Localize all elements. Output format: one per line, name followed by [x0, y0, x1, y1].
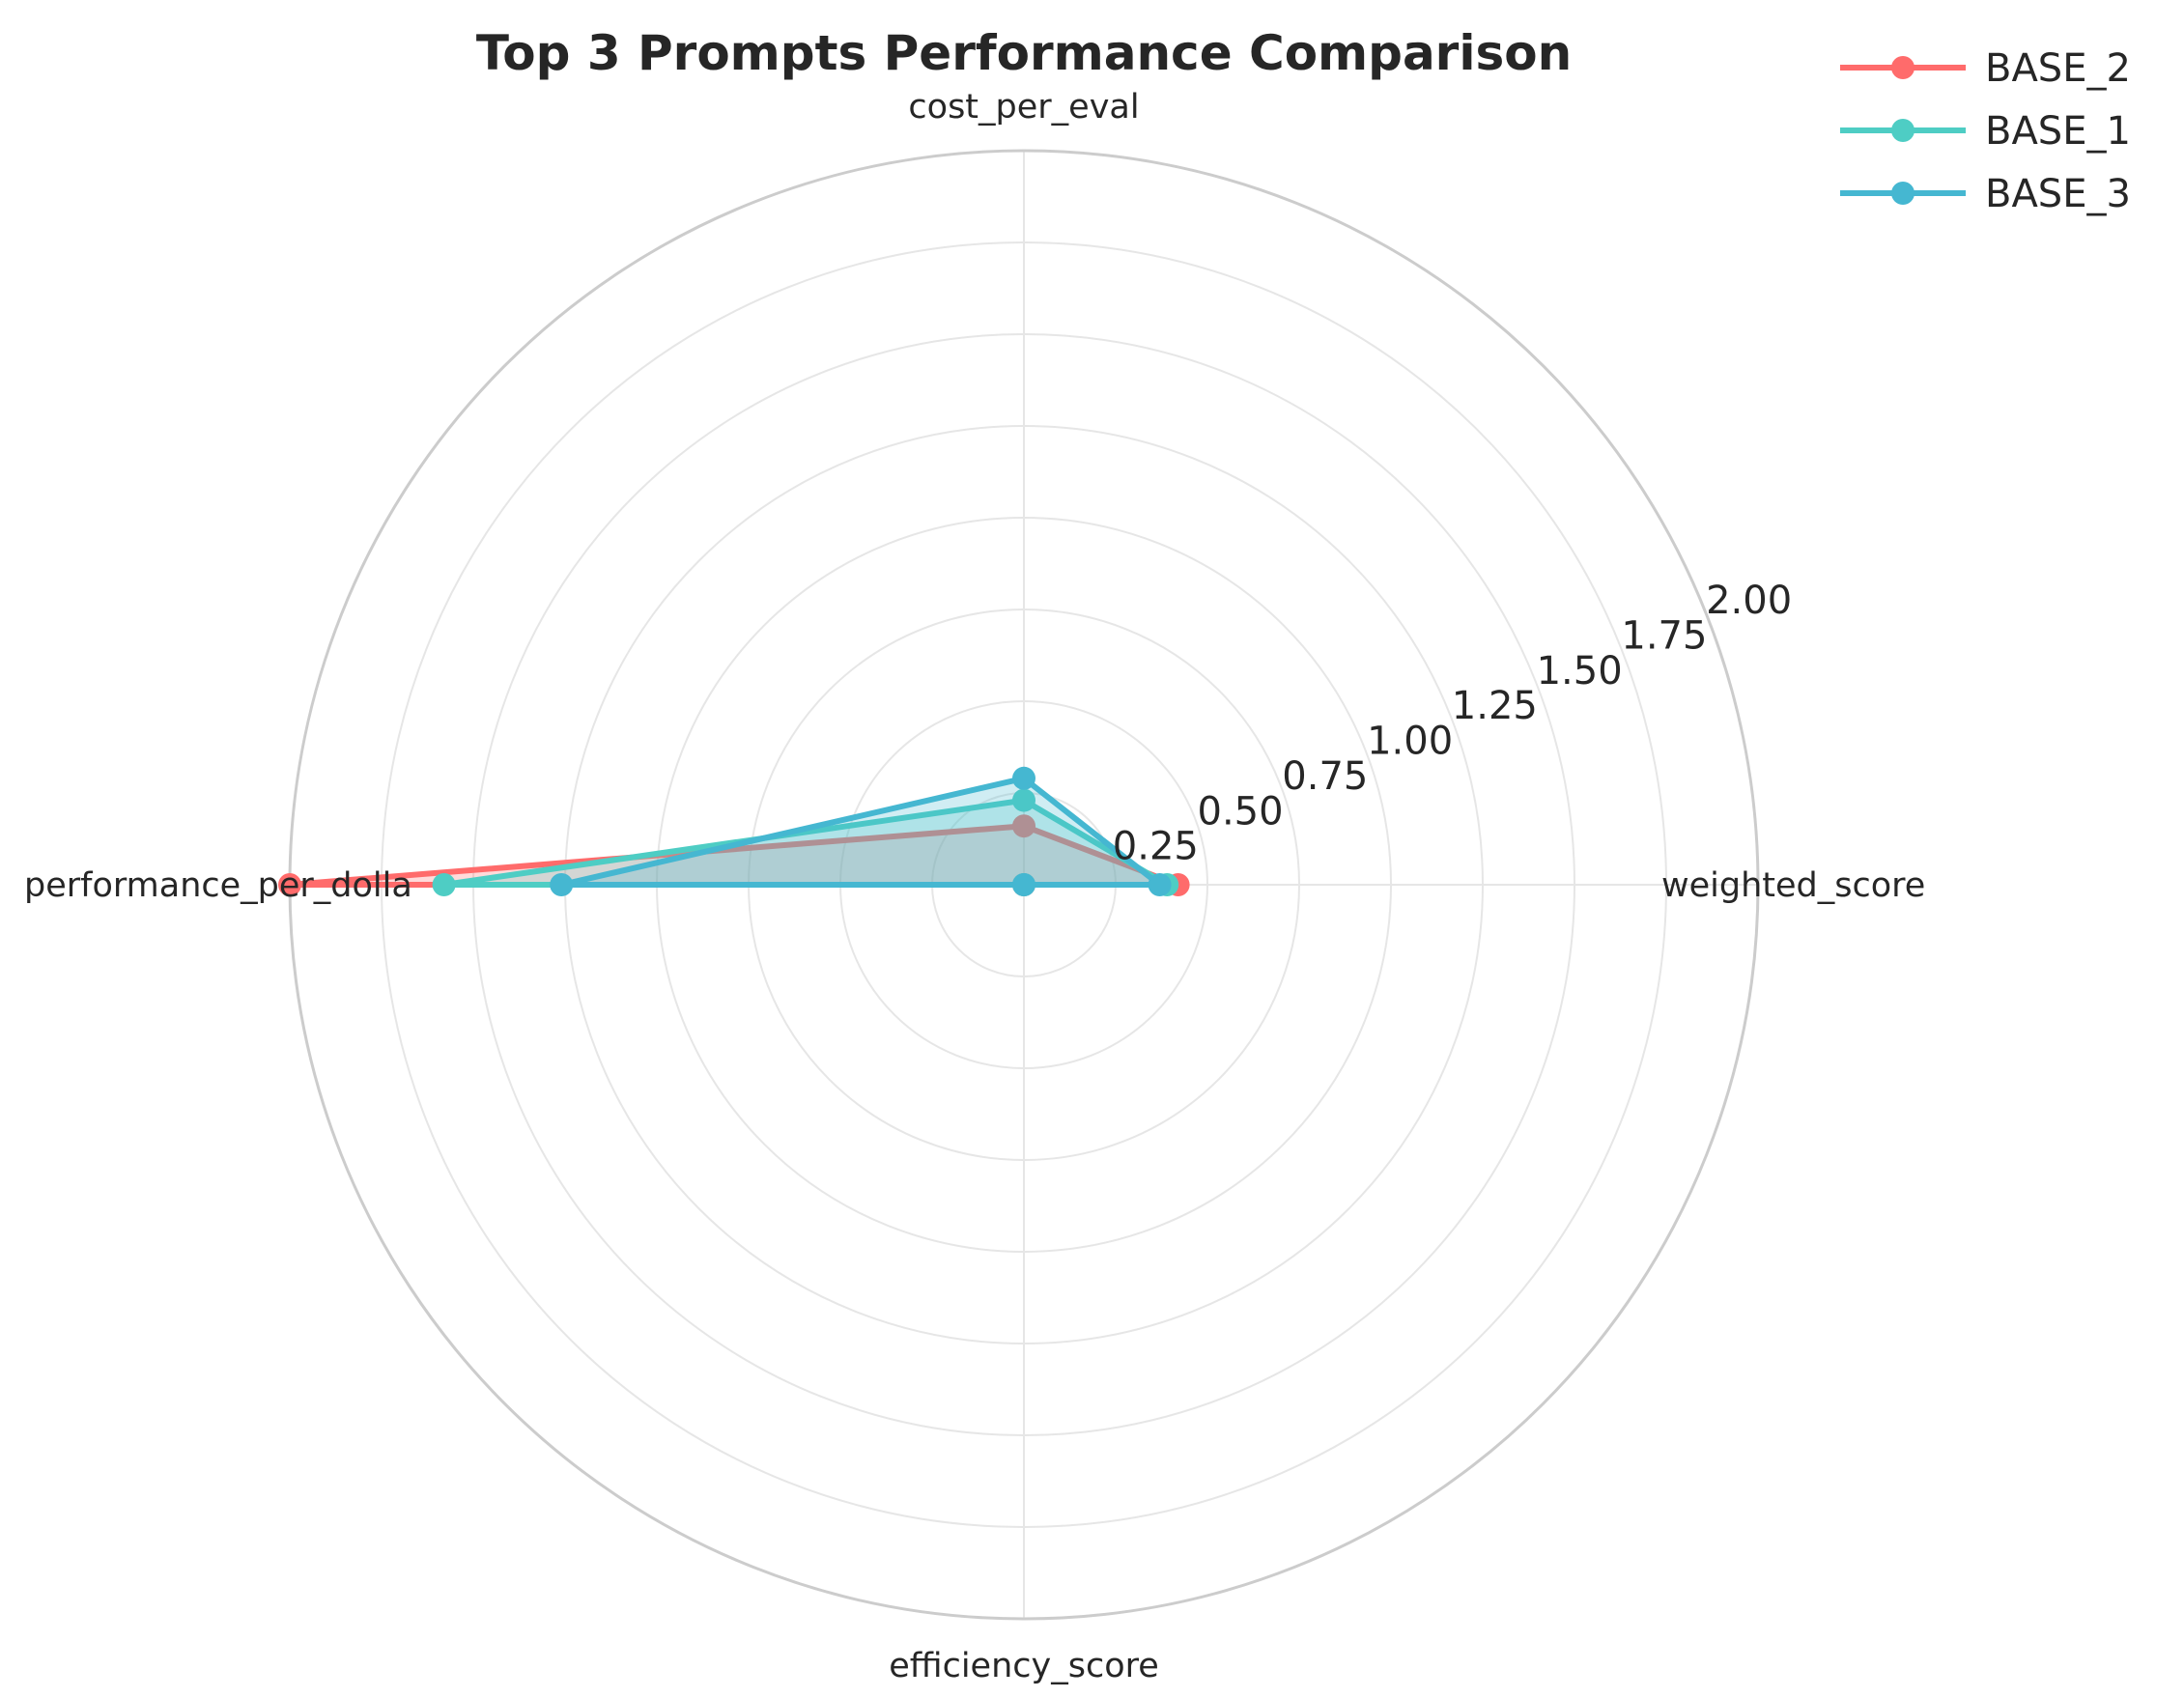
tick-label: 0.75: [1282, 754, 1368, 799]
series-layer: [278, 766, 1190, 896]
tick-label: 0.50: [1198, 789, 1284, 834]
data-point: [1012, 788, 1035, 812]
legend-marker: [1891, 56, 1915, 79]
legend-label: BASE_3: [1985, 172, 2131, 216]
data-point: [1012, 766, 1035, 790]
axis-label: efficiency_score: [889, 1647, 1159, 1685]
data-point: [550, 873, 574, 896]
axis-labels: weighted_score cost_per_eval performance_p…: [24, 88, 1925, 1685]
data-point: [1148, 873, 1172, 896]
data-point: [1012, 873, 1035, 896]
legend-marker: [1891, 119, 1915, 142]
legend-label: BASE_2: [1985, 46, 2131, 91]
series-fill: [290, 826, 1178, 885]
axis-label: weighted_score: [1661, 866, 1925, 905]
radial-tick-labels: 0.250.500.751.001.251.501.752.00: [1113, 579, 1792, 868]
tick-label: 2.00: [1706, 579, 1792, 623]
series-fill: [443, 800, 1168, 885]
tick-label: 0.25: [1113, 825, 1199, 869]
tick-label: 1.50: [1537, 649, 1623, 693]
series-fill: [561, 778, 1160, 885]
legend: BASE_2 BASE_1 BASE_3: [1840, 46, 2131, 216]
data-point: [1012, 814, 1035, 838]
tick-label: 1.75: [1621, 614, 1707, 659]
tick-label: 1.00: [1367, 720, 1453, 764]
axis-label: cost_per_eval: [908, 88, 1139, 127]
legend-label: BASE_1: [1985, 109, 2131, 154]
tick-label: 1.25: [1452, 684, 1538, 728]
legend-marker: [1891, 182, 1915, 205]
chart-title: Top 3 Prompts Performance Comparison: [476, 25, 1572, 81]
data-point: [278, 873, 301, 896]
axis-label: performance_per_dolla: [24, 866, 412, 905]
data-point: [432, 873, 456, 896]
